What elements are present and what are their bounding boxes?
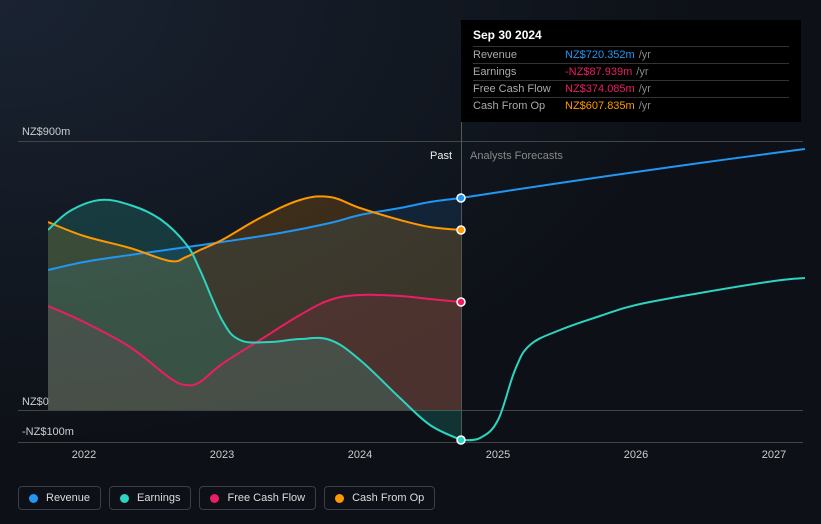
tooltip-date: Sep 30 2024 [473,28,789,42]
tooltip-unit: /yr [639,49,651,61]
tooltip-value: NZ$374.085m [565,83,635,95]
legend-dot-icon [335,494,344,503]
financial-chart: { "tooltip": { "date": "Sep 30 2024", "r… [0,0,821,524]
chart-tooltip: Sep 30 2024 Revenue NZ$720.352m /yr Earn… [461,20,801,122]
tooltip-value: -NZ$87.939m [565,66,632,78]
tooltip-unit: /yr [636,66,648,78]
tooltip-unit: /yr [639,100,651,112]
tooltip-label: Cash From Op [473,100,565,112]
tooltip-value: NZ$607.835m [565,100,635,112]
tooltip-label: Free Cash Flow [473,83,565,95]
legend-item-revenue[interactable]: Revenue [18,486,101,510]
tooltip-row-cfo: Cash From Op NZ$607.835m /yr [473,97,789,114]
tooltip-unit: /yr [639,83,651,95]
legend-label: Cash From Op [352,492,424,504]
tooltip-label: Revenue [473,49,565,61]
legend-item-fcf[interactable]: Free Cash Flow [199,486,316,510]
tooltip-value: NZ$720.352m [565,49,635,61]
legend-item-earnings[interactable]: Earnings [109,486,191,510]
tooltip-row-earnings: Earnings -NZ$87.939m /yr [473,63,789,80]
legend-label: Free Cash Flow [227,492,305,504]
legend-dot-icon [120,494,129,503]
tooltip-label: Earnings [473,66,565,78]
legend-item-cfo[interactable]: Cash From Op [324,486,435,510]
chart-legend: Revenue Earnings Free Cash Flow Cash Fro… [18,486,435,510]
legend-dot-icon [29,494,38,503]
legend-label: Revenue [46,492,90,504]
legend-label: Earnings [137,492,180,504]
tooltip-row-fcf: Free Cash Flow NZ$374.085m /yr [473,80,789,97]
tooltip-row-revenue: Revenue NZ$720.352m /yr [473,46,789,63]
legend-dot-icon [210,494,219,503]
